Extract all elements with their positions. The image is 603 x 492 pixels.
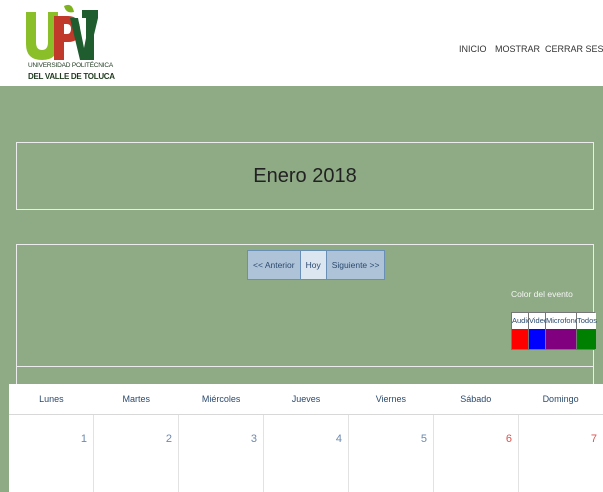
event-color-legend-title: Color del evento (511, 289, 573, 299)
legend-todos-swatch (577, 329, 596, 349)
day-number: 1 (80, 433, 87, 445)
today-button[interactable]: Hoy (299, 251, 327, 279)
legend-todos: Todos (577, 313, 597, 349)
day-number: 3 (250, 433, 257, 445)
legend-audio-label: Audio (512, 313, 531, 329)
weekday-header-row: Lunes Martes Miércoles Jueves Viernes Sá… (9, 384, 603, 415)
legend-microfono-label: Microfono (546, 313, 579, 329)
day-cell[interactable]: 6 (434, 415, 519, 492)
month-title-panel: Enero 2018 (16, 142, 594, 210)
legend-todos-label: Todos (577, 313, 597, 329)
next-month-button[interactable]: Siguiente >> (326, 251, 385, 279)
day-cell[interactable]: 2 (94, 415, 179, 492)
day-number: 4 (335, 433, 342, 445)
month-navigation: << Anterior Hoy Siguiente >> (247, 250, 386, 280)
month-title: Enero 2018 (253, 164, 357, 187)
legend-video: Video (529, 313, 548, 349)
day-cell[interactable]: 1 (9, 415, 94, 492)
day-cell[interactable]: 7 (519, 415, 603, 492)
day-number: 2 (165, 433, 172, 445)
event-color-legend: Audio Video Microfono Todos (511, 312, 597, 350)
logo-text-line1: UNIVERSIDAD POLITÉCNICA (28, 62, 113, 69)
upvt-logo-mark (26, 4, 98, 60)
calendar-grid: Lunes Martes Miércoles Jueves Viernes Sá… (9, 384, 603, 492)
legend-audio-swatch (512, 329, 528, 349)
weekday-martes: Martes (122, 394, 151, 404)
previous-month-button[interactable]: << Anterior (248, 251, 300, 279)
university-logo[interactable]: UNIVERSIDAD POLITÉCNICA DEL VALLE DE TOL… (26, 4, 115, 86)
legend-video-label: Video (529, 313, 548, 329)
weekday-sabado: Sábado (460, 394, 492, 404)
panel-divider (17, 366, 593, 367)
nav-inicio[interactable]: INICIO (459, 44, 487, 54)
day-cell[interactable]: 3 (179, 415, 264, 492)
top-header: UNIVERSIDAD POLITÉCNICA DEL VALLE DE TOL… (0, 0, 603, 86)
logo-text-line2: DEL VALLE DE TOLUCA (28, 72, 115, 81)
day-cell[interactable]: 4 (264, 415, 349, 492)
weekday-viernes: Viernes (375, 394, 407, 404)
weekday-jueves: Jueves (291, 394, 321, 404)
nav-mostrar[interactable]: MOSTRAR (495, 44, 540, 54)
day-cell[interactable]: 5 (349, 415, 434, 492)
calendar-controls-panel: << Anterior Hoy Siguiente >> Color del e… (16, 244, 597, 392)
day-number: 6 (505, 433, 512, 445)
legend-video-swatch (529, 329, 545, 349)
day-number: 7 (590, 433, 597, 445)
weekday-domingo: Domingo (542, 394, 579, 404)
weekday-lunes: Lunes (39, 394, 64, 404)
weekday-miercoles: Miércoles (201, 394, 241, 404)
legend-microfono: Microfono (546, 313, 579, 349)
nav-cerrar-sesion[interactable]: CERRAR SESION (545, 44, 603, 54)
day-number: 5 (420, 433, 427, 445)
legend-microfono-swatch (546, 329, 576, 349)
legend-audio: Audio (512, 313, 531, 349)
week-row: 1 2 3 4 5 6 7 (9, 415, 603, 492)
